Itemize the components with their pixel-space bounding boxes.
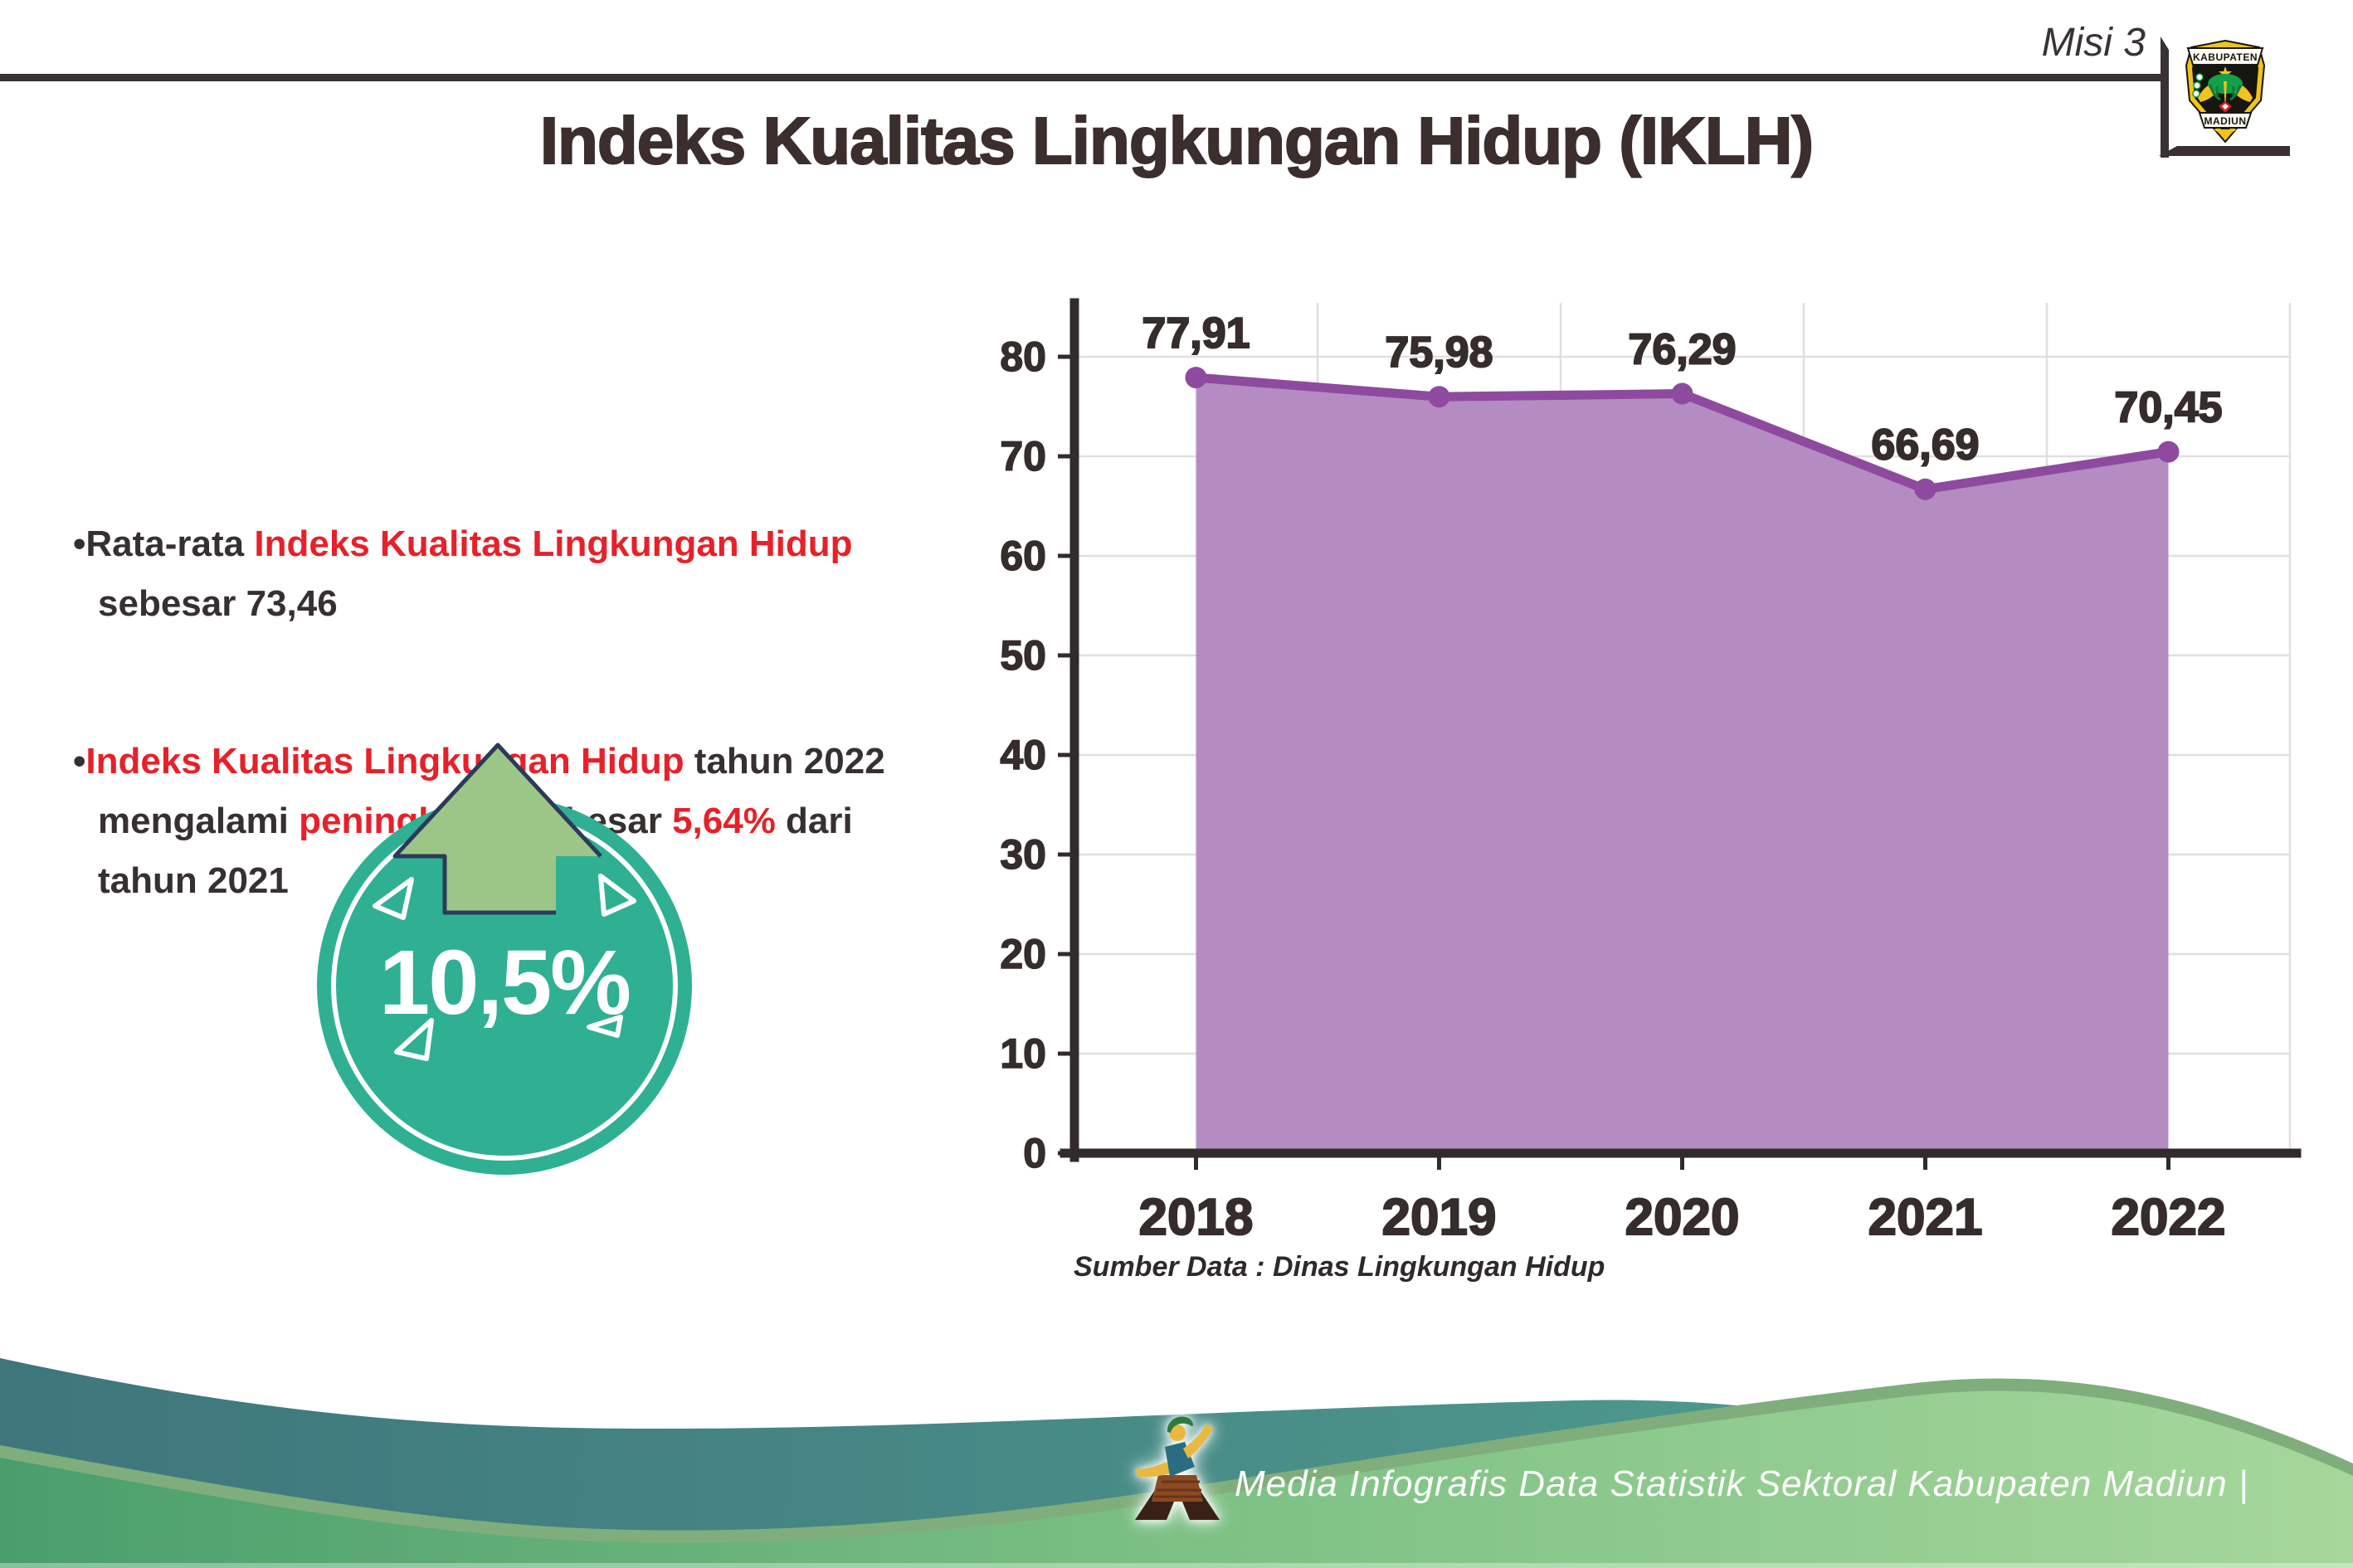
wave-green <box>0 1390 2353 1568</box>
burst-triangle <box>394 1018 434 1061</box>
bullet-text-segment: Indeks Kualitas Lingkungan Hidup <box>254 523 853 564</box>
y-tick-label: 60 <box>1000 533 1046 579</box>
increase-badge: 10,5% <box>317 743 692 1175</box>
logo-cotton-icon <box>2192 90 2200 98</box>
y-tick-label: 50 <box>1000 632 1046 679</box>
logo-chevron-inner <box>2222 104 2229 110</box>
logo-tree-branches <box>2209 84 2242 101</box>
bullet-text-segment: Indeks Kualitas Lingkungan Hidup <box>85 741 684 782</box>
x-tick-label: 2020 <box>1625 1189 1740 1246</box>
value-label: 75,98 <box>1385 329 1493 377</box>
y-tick-label: 40 <box>1000 732 1046 778</box>
data-point <box>1671 382 1693 405</box>
logo-kris-icon <box>2224 81 2227 110</box>
header-rule <box>0 74 2162 81</box>
page-title: Indeks Kualitas Lingkungan Hidup (IKLH) <box>539 103 1815 178</box>
logo-star-icon <box>2219 66 2232 80</box>
data-point <box>2157 441 2180 463</box>
bullet-average-iklh: •Rata-rata Indeks Kualitas Lingkungan Hi… <box>73 514 1069 634</box>
bullet-text-segment: tahun 2022 mengalami <box>98 741 885 841</box>
y-tick-label: 80 <box>1000 334 1046 380</box>
mascot-left-arm <box>1135 1462 1172 1478</box>
value-label: 70,45 <box>2114 384 2222 432</box>
bullet-text-segment: 5,64% <box>672 801 776 841</box>
burst-triangle <box>598 874 636 917</box>
logo-bottom-ribbon <box>2198 112 2253 129</box>
mission-label: Misi 3 <box>2041 21 2146 65</box>
burst-triangle <box>373 877 414 920</box>
x-tick-label: 2022 <box>2112 1189 2226 1246</box>
area-fill <box>1196 377 2169 1153</box>
bullet-text-segment: dari tahun 2021 <box>98 801 853 901</box>
value-label: 76,29 <box>1628 326 1736 374</box>
logo-bottom-text: MADIUN <box>2204 115 2247 127</box>
x-tick-label: 2019 <box>1382 1189 1497 1246</box>
corner-bracket-vertical <box>2161 37 2169 158</box>
logo-bottom-tip <box>2214 129 2237 137</box>
iklh-area-chart: 0 10 20 30 40 50 60 70 80 2018 2019 2020 2021 2022 77,… <box>1000 298 2302 1247</box>
mascot-face <box>1169 1424 1186 1441</box>
logo-cotton-icon <box>2195 73 2204 81</box>
y-tick-label: 20 <box>1000 931 1046 977</box>
bullet-glyph: • <box>73 523 86 564</box>
bottom-strip <box>0 1563 2353 1568</box>
bullet-text-segment: sebesar 73,46 <box>98 583 338 624</box>
mascot-headdress <box>1167 1416 1194 1433</box>
y-tick-label: 30 <box>1000 831 1046 878</box>
bullet-text-segment: Rata-rata <box>85 523 255 564</box>
x-tick-label: 2021 <box>1868 1189 1983 1246</box>
value-label: 66,69 <box>1871 421 1979 470</box>
y-tick-label: 10 <box>1000 1030 1046 1077</box>
mascot-skirt-pattern <box>1154 1480 1202 1498</box>
dancer-mascot-icon <box>1135 1416 1220 1520</box>
x-tick-label: 2018 <box>1139 1189 1254 1246</box>
footer-caption: Media Infografis Data Statistik Sektoral… <box>1235 1463 2249 1504</box>
data-point <box>1428 386 1450 408</box>
source-note: Sumber Data : Dinas Lingkungan Hidup <box>1074 1251 1605 1283</box>
mascot-raised-arm <box>1183 1424 1213 1458</box>
corner-bracket-horizontal <box>2159 146 2290 156</box>
data-point <box>1185 367 1207 389</box>
burst-triangle <box>587 1015 623 1038</box>
kabupaten-madiun-logo: KABUPATEN MADIUN <box>2185 39 2266 144</box>
y-tick-label: 0 <box>1023 1130 1046 1176</box>
logo-cotton-icon <box>2193 81 2201 90</box>
badge-value: 10,5% <box>379 932 630 1034</box>
y-tick-label: 70 <box>1000 433 1046 480</box>
logo-top-ribbon <box>2186 47 2264 66</box>
bullet-glyph: • <box>73 741 86 782</box>
logo-top-text: KABUPATEN <box>2193 51 2258 63</box>
value-label: 77,91 <box>1142 309 1250 358</box>
up-arrow-outline <box>392 743 602 915</box>
data-point <box>1914 478 1936 500</box>
